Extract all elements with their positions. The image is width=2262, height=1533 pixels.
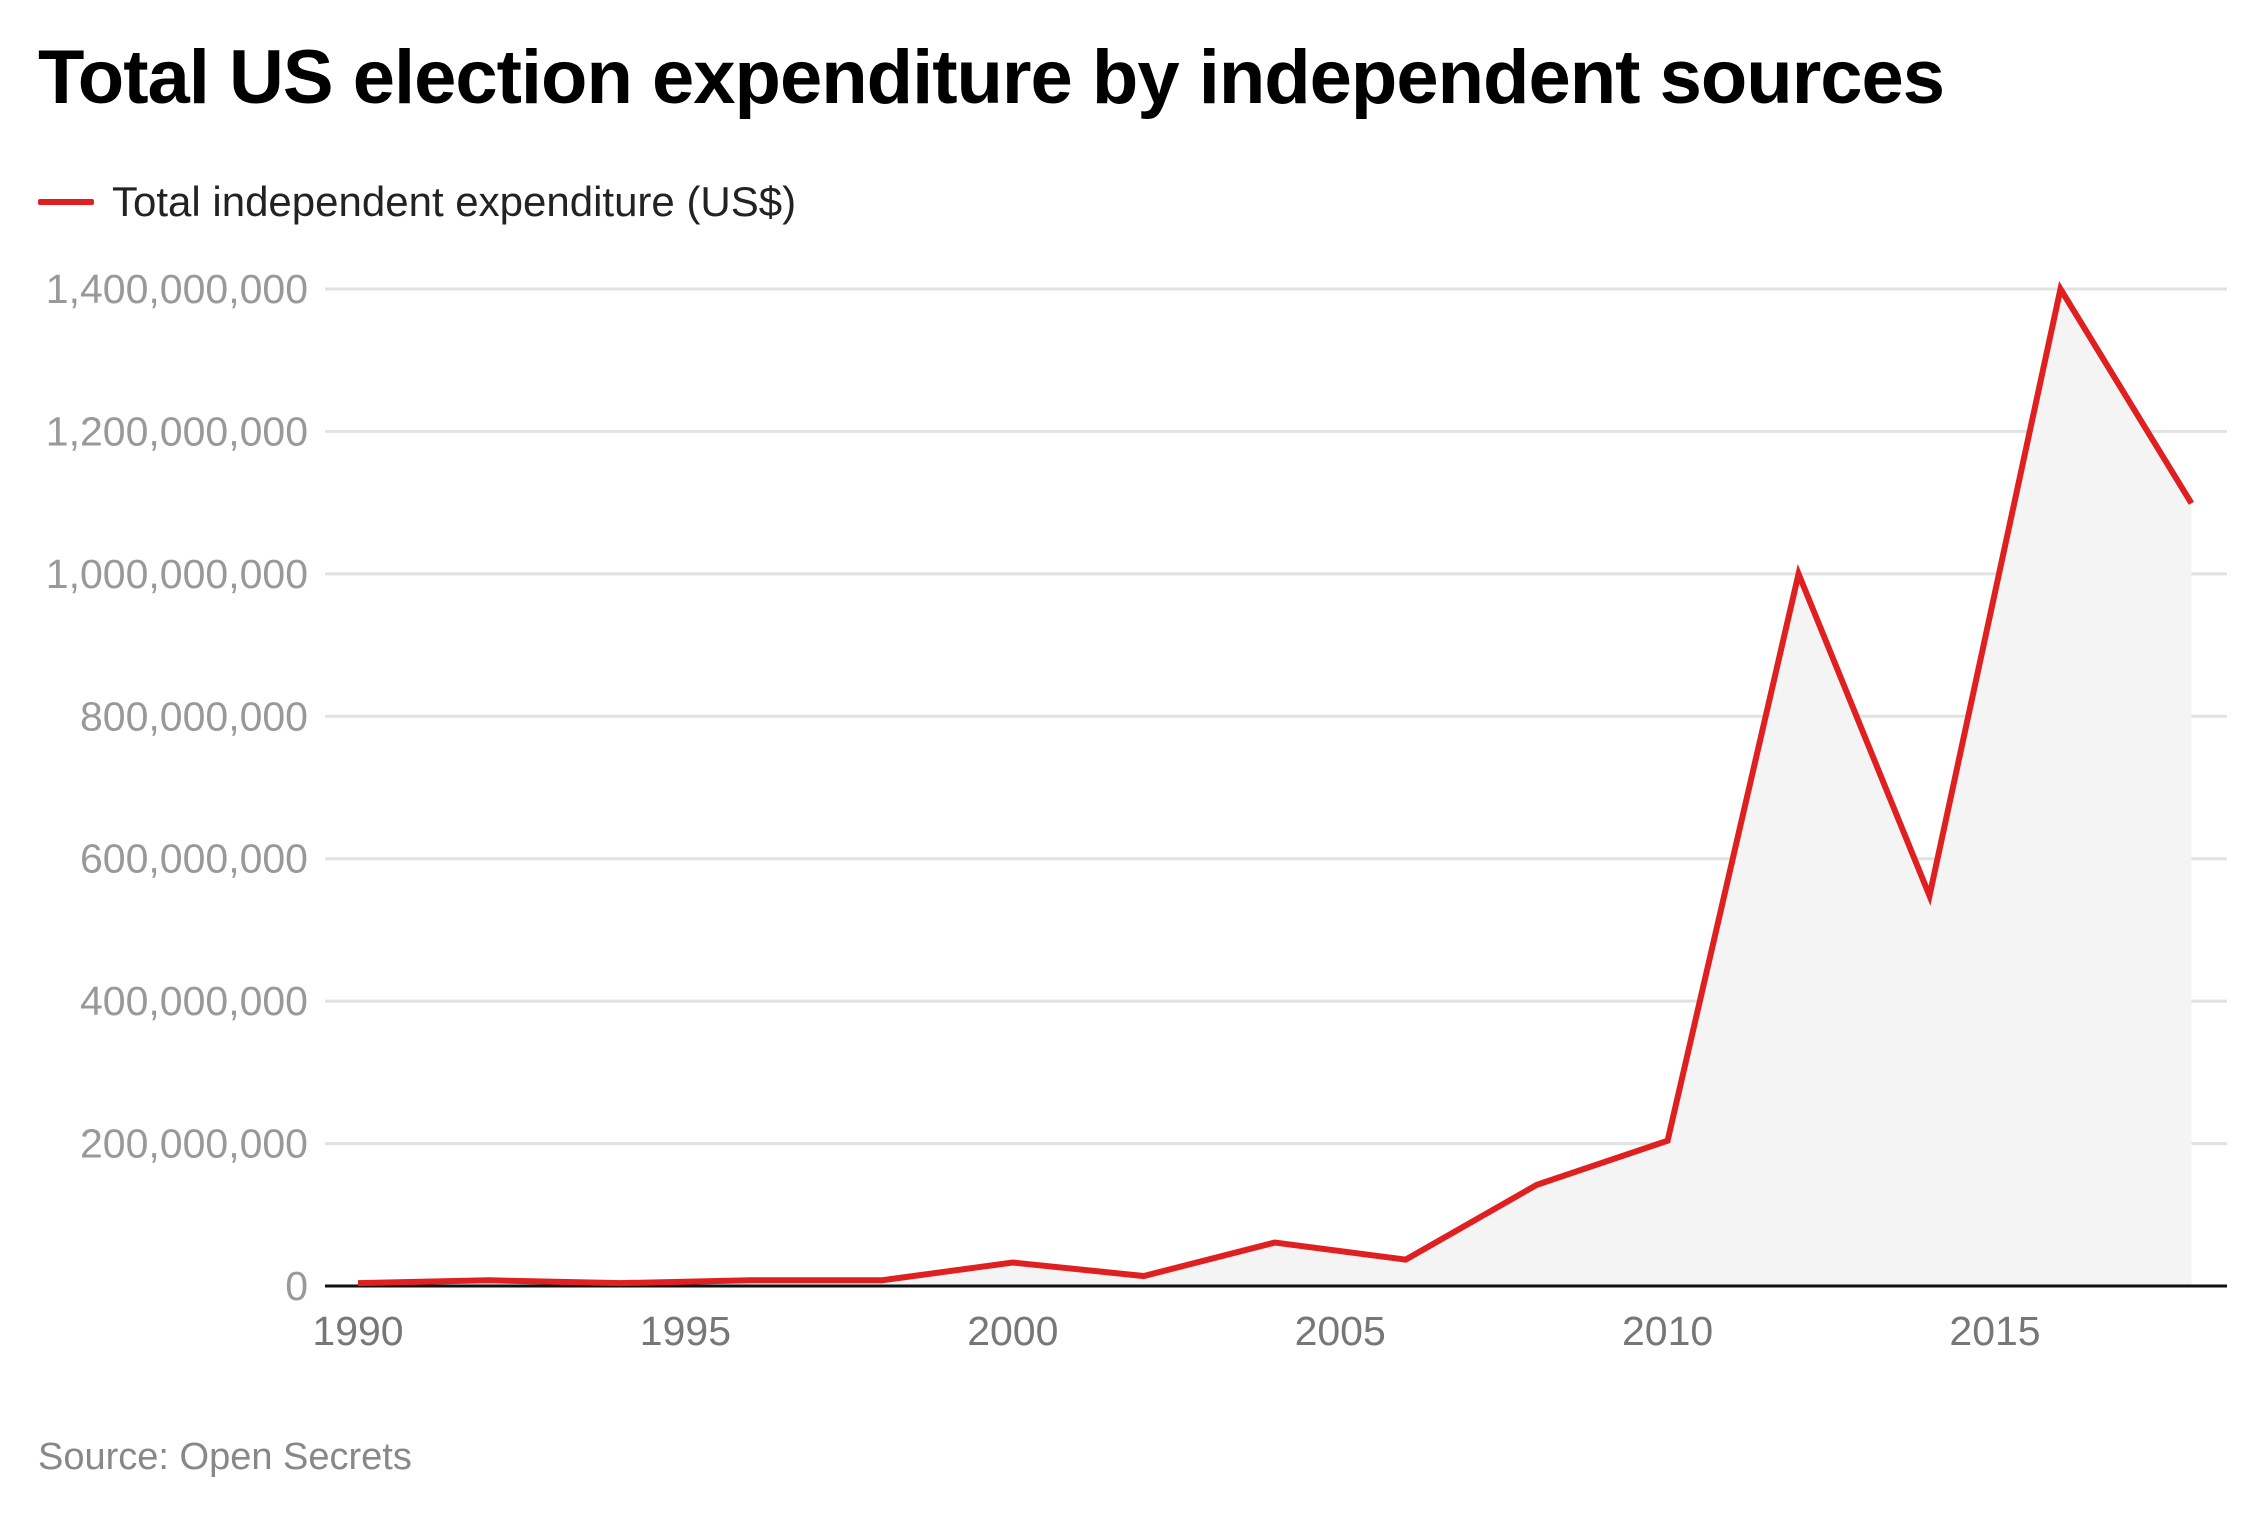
legend: Total independent expenditure (US$) bbox=[38, 178, 796, 226]
y-tick-label: 600,000,000 bbox=[80, 836, 308, 882]
source-note: Source: Open Secrets bbox=[38, 1436, 412, 1478]
chart-title: Total US election expenditure by indepen… bbox=[38, 35, 1945, 120]
y-tick-label: 400,000,000 bbox=[80, 978, 308, 1024]
y-tick-label: 200,000,000 bbox=[80, 1121, 308, 1167]
y-tick-label: 1,000,000,000 bbox=[46, 551, 308, 597]
y-tick-label: 800,000,000 bbox=[80, 693, 308, 739]
legend-swatch bbox=[38, 199, 94, 205]
y-tick-label: 0 bbox=[285, 1263, 308, 1309]
series-line bbox=[357, 281, 2195, 1287]
x-tick-label: 2010 bbox=[1622, 1308, 1713, 1354]
y-tick-label: 1,200,000,000 bbox=[46, 408, 308, 454]
x-tick-label: 1990 bbox=[312, 1308, 403, 1354]
legend-label: Total independent expenditure (US$) bbox=[112, 178, 797, 225]
x-tick-label: 2015 bbox=[1949, 1308, 2040, 1354]
x-tick-label: 2000 bbox=[967, 1308, 1058, 1354]
area-fill bbox=[358, 289, 2192, 1286]
y-tick-label: 1,400,000,000 bbox=[46, 266, 308, 312]
x-tick-label: 2005 bbox=[1295, 1308, 1386, 1354]
x-tick-label: 1995 bbox=[640, 1308, 731, 1354]
